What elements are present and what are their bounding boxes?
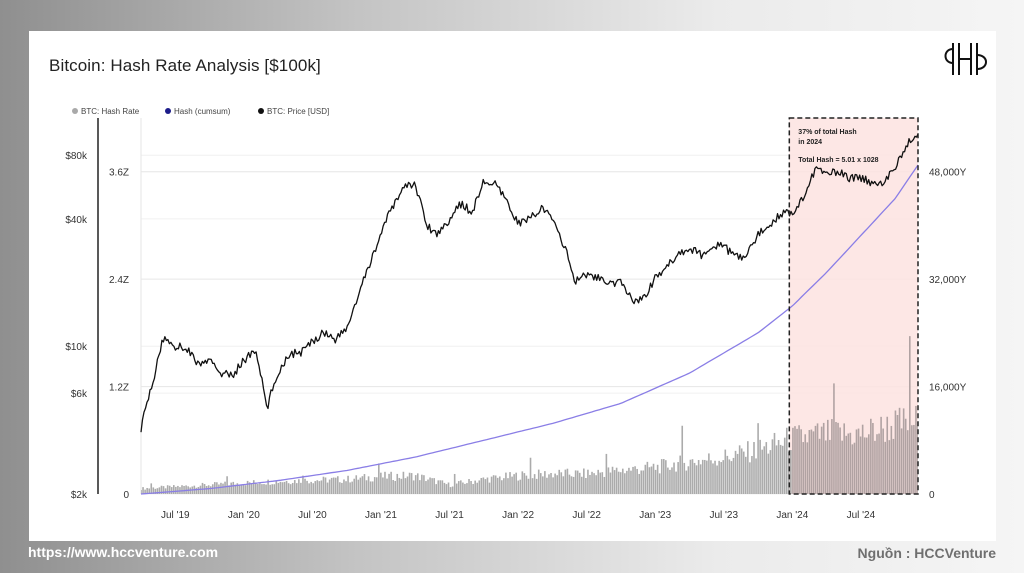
price-axis: $2k $6k $10k $40k $80k [65, 151, 88, 501]
legend-marker [165, 108, 171, 114]
x-tick-label: Jan '24 [776, 510, 808, 521]
annotation-line-1: 37% of total Hash [798, 129, 856, 136]
legend: BTC: Hash Rate Hash (cumsum) BTC: Price [U… [72, 107, 329, 116]
x-tick-label: Jul '21 [435, 510, 464, 521]
hash-rate-bars [141, 336, 918, 494]
x-tick-label: Jul '22 [572, 510, 601, 521]
price-tick-label: $6k [71, 389, 88, 400]
legend-label: BTC: Price [USD] [267, 107, 329, 116]
price-tick-label: $80k [65, 151, 88, 162]
annotation-line-3: Total Hash = 5.01 x 1028 [798, 157, 878, 164]
x-tick-label: Jul '24 [847, 510, 876, 521]
hash-rate-tick-label: 3.6Z [109, 168, 129, 179]
price-tick-label: $2k [71, 490, 88, 501]
price-tick-label: $10k [65, 342, 88, 353]
cumsum-tick-label: 0 [929, 490, 935, 501]
btc-price-line [140, 133, 919, 433]
x-axis: Jul '19 Jan '20 Jul '20 Jan '21 Jul '21 Jan '… [161, 510, 876, 521]
hash-rate-axis: 0 1.2Z 2.4Z 3.6Z [109, 168, 129, 501]
annotation-line-2: in 2024 [798, 139, 822, 146]
cumsum-tick-label: 48,000Y [929, 168, 967, 179]
legend-label: BTC: Hash Rate [81, 107, 140, 116]
x-tick-label: Jul '20 [298, 510, 327, 521]
x-tick-label: Jan '20 [228, 510, 260, 521]
hash-rate-tick-label: 0 [123, 490, 129, 501]
legend-label: Hash (cumsum) [174, 107, 231, 116]
cumsum-tick-label: 16,000Y [929, 383, 967, 394]
hash-rate-tick-label: 1.2Z [109, 383, 129, 394]
hash-cumsum-line [140, 164, 919, 495]
brand-logo [937, 39, 997, 85]
x-tick-label: Jul '23 [709, 510, 738, 521]
footer-url[interactable]: https://www.hccventure.com [28, 544, 219, 560]
x-tick-label: Jul '19 [161, 510, 190, 521]
legend-marker [72, 108, 78, 114]
hash-rate-tick-label: 2.4Z [109, 275, 129, 286]
x-tick-label: Jan '22 [502, 510, 534, 521]
footer-source: Nguồn : HCCVenture [857, 545, 996, 561]
x-tick-label: Jan '23 [639, 510, 671, 521]
price-tick-label: $40k [65, 215, 88, 226]
highlight-annotation: 37% of total Hash in 2024 Total Hash = 5.0… [798, 129, 878, 164]
legend-marker [258, 108, 264, 114]
x-tick-label: Jan '21 [365, 510, 397, 521]
highlight-border [788, 117, 919, 495]
chart-title: Bitcoin: Hash Rate Analysis [$100k] [49, 56, 321, 75]
cumsum-tick-label: 32,000Y [929, 275, 967, 286]
cumsum-axis: 0 16,000Y 32,000Y 48,000Y [929, 168, 967, 501]
